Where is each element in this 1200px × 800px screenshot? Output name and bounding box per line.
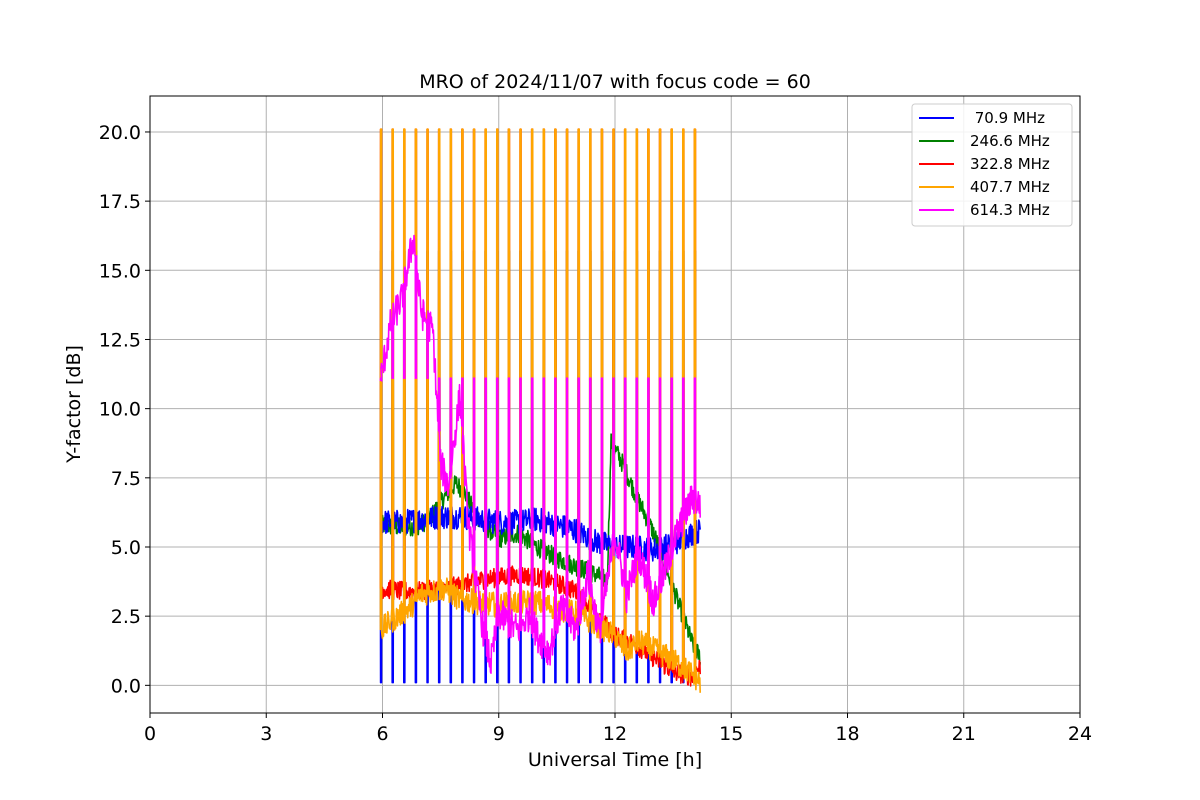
- legend-entry: 322.8 MHz: [970, 155, 1050, 173]
- y-tick-label: 10.0: [99, 399, 141, 421]
- series-line: [379, 234, 701, 674]
- legend-entry: 246.6 MHz: [970, 132, 1050, 150]
- x-tick-label: 3: [260, 723, 272, 745]
- legend-entry: 407.7 MHz: [970, 178, 1050, 196]
- legend-entry: 614.3 MHz: [970, 201, 1050, 219]
- x-tick-label: 24: [1068, 723, 1092, 745]
- legend-entry: 70.9 MHz: [970, 109, 1045, 127]
- y-tick-label: 2.5: [111, 606, 141, 628]
- x-tick-label: 6: [376, 723, 388, 745]
- x-tick-label: 21: [952, 723, 976, 745]
- x-axis-label: Universal Time [h]: [528, 749, 702, 771]
- y-tick-label: 15.0: [99, 260, 141, 282]
- series-line: [379, 128, 701, 693]
- y-axis-label: Y-factor [dB]: [63, 345, 85, 464]
- x-tick-label: 18: [835, 723, 859, 745]
- ticks: 0 3 6 9 12 15 18 21 24 0.0 2.5 5.0 7.5 10.0 12.5 15.0 17…: [99, 122, 1092, 745]
- y-tick-label: 5.0: [111, 537, 141, 559]
- x-tick-label: 12: [603, 723, 627, 745]
- x-tick-label: 15: [719, 723, 743, 745]
- chart-title: MRO of 2024/11/07 with focus code = 60: [419, 71, 811, 93]
- y-tick-label: 12.5: [99, 329, 141, 351]
- x-tick-label: 0: [144, 723, 156, 745]
- x-tick-label: 9: [493, 723, 505, 745]
- y-tick-label: 7.5: [111, 468, 141, 490]
- legend-box: [911, 103, 1073, 227]
- legend: 70.9 MHz 246.6 MHz 322.8 MHz 407.7 MHz 614.3…: [911, 103, 1073, 227]
- y-tick-label: 17.5: [99, 191, 141, 213]
- y-tick-label: 0.0: [111, 675, 141, 697]
- series-layer: [379, 128, 701, 693]
- y-tick-label: 20.0: [99, 122, 141, 144]
